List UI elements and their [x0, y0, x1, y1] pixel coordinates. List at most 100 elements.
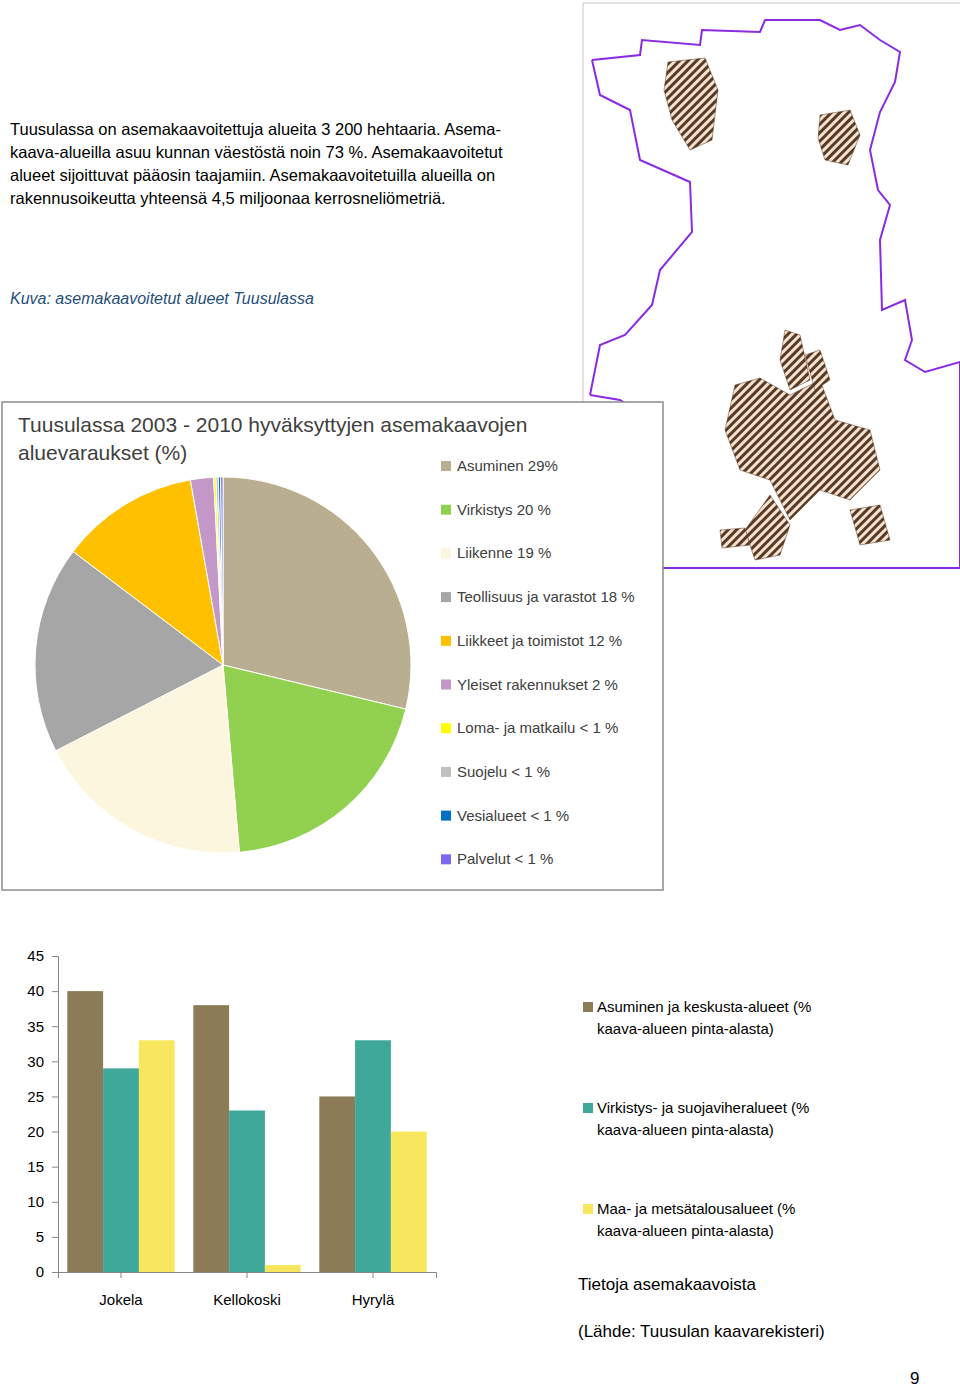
- tick-mark: [52, 991, 58, 992]
- legend-swatch: [441, 461, 451, 471]
- text-line: kaava-alueen pinta-alasta): [597, 1020, 774, 1037]
- slices: [35, 477, 411, 853]
- legend-label: Virkistys 20 %: [457, 501, 551, 518]
- tick-mark: [52, 1132, 58, 1133]
- legend: Asuminen 29% Virkistys 20 % Liikenne 19 % T…: [441, 457, 635, 867]
- legend-swatch: [583, 1103, 593, 1113]
- tick: 20: [27, 1123, 58, 1140]
- tick: 15: [27, 1158, 58, 1175]
- axis-line: [52, 957, 59, 1273]
- tick: 0: [36, 1263, 58, 1280]
- tick-label: 35: [27, 1018, 44, 1035]
- bar: [67, 991, 103, 1272]
- intro: Tuusulassa on asemakaavoitettuja alueita…: [10, 120, 503, 207]
- chart-title: Tietoja asemakaavoista: [578, 1275, 757, 1294]
- y-axis: 051015202530354045: [27, 947, 58, 1280]
- plan-area: [850, 505, 890, 545]
- pie-chart: Tuusulassa 2003 - 2010 hyväksyttyjen ase…: [2, 402, 663, 890]
- tick-label: 5: [36, 1228, 44, 1245]
- axis-line: [59, 1273, 437, 1279]
- legend-swatch: [441, 723, 451, 733]
- tick-label: 10: [27, 1193, 44, 1210]
- tick-label: 25: [27, 1088, 44, 1105]
- pie-slice: [214, 477, 223, 665]
- tick: 35: [27, 1018, 58, 1035]
- tick-label: 20: [27, 1123, 44, 1140]
- tick-mark: [52, 956, 58, 957]
- text-line: Maa- ja metsätalousalueet (%: [597, 1200, 795, 1217]
- text-line: Asuminen ja keskusta-alueet (%: [597, 998, 811, 1015]
- map-caption: Kuva: asemakaavoitetut alueet Tuusulassa: [10, 290, 314, 307]
- legend-swatch: [441, 680, 451, 690]
- legend-label: Yleiset rakennukset 2 %: [457, 676, 618, 693]
- bar: [355, 1040, 391, 1272]
- tick-mark: [52, 1096, 58, 1097]
- tick: Kellokoski: [213, 1272, 281, 1308]
- tick-label: 15: [27, 1158, 44, 1175]
- tick: 10: [27, 1193, 58, 1210]
- legend-swatch: [583, 1002, 593, 1012]
- bar: [103, 1068, 139, 1272]
- bars: [67, 991, 426, 1272]
- plan-area: [780, 330, 810, 390]
- bar: [265, 1265, 301, 1272]
- tick: 5: [36, 1228, 58, 1245]
- legend-label: Asuminen 29%: [457, 457, 558, 474]
- tick-label: Hyrylä: [352, 1291, 395, 1308]
- text-line: Virkistys- ja suojaviheralueet (%: [597, 1099, 809, 1116]
- tick-label: Jokela: [99, 1291, 143, 1308]
- tick: Jokela: [99, 1272, 143, 1308]
- intro-line: Tuusulassa on asemakaavoitettuja alueita…: [10, 120, 501, 138]
- tick-mark: [52, 1237, 58, 1238]
- chart-title: Tuusulassa 2003 - 2010 hyväksyttyjen ase…: [18, 413, 527, 464]
- bar: [391, 1132, 427, 1272]
- legend-swatch: [441, 854, 451, 864]
- tick-mark: [121, 1272, 122, 1278]
- legend-label: Loma- ja matkailu < 1 %: [457, 719, 618, 736]
- tick: 45: [27, 947, 58, 964]
- pie-slice: [221, 477, 223, 665]
- tick: 30: [27, 1053, 58, 1070]
- tick-mark: [247, 1272, 248, 1278]
- tick-mark: [52, 1202, 58, 1203]
- tick-label: 30: [27, 1053, 44, 1070]
- plan-area: [664, 58, 718, 150]
- tick-label: Kellokoski: [213, 1291, 281, 1308]
- tick: Hyrylä: [352, 1272, 395, 1308]
- legend-swatch: [441, 548, 451, 558]
- tick: 25: [27, 1088, 58, 1105]
- legend-swatch: [441, 767, 451, 777]
- intro-line: rakennusoikeutta yhteensä 4,5 miljoonaa …: [10, 189, 446, 207]
- bar: [193, 1005, 229, 1272]
- legend-label: Asuminen ja keskusta-alueet (% kaava-alue…: [597, 998, 811, 1037]
- text-line: Tuusulassa 2003 - 2010 hyväksyttyjen ase…: [18, 413, 527, 436]
- tick-mark: [373, 1272, 374, 1278]
- plan-area: [818, 110, 860, 165]
- text-line: kaava-alueen pinta-alasta): [597, 1121, 774, 1138]
- legend-label: Vesialueet < 1 %: [457, 807, 569, 824]
- pie-slice: [223, 665, 406, 852]
- legend-label: Maa- ja metsätalousalueet (% kaava-alueen…: [597, 1200, 795, 1239]
- tick-mark: [52, 1167, 58, 1168]
- plan-area: [720, 528, 750, 548]
- text-line: aluevaraukset (%): [18, 441, 187, 464]
- tick-mark: [52, 1061, 58, 1062]
- pie-slice: [216, 477, 223, 665]
- plan-area: [805, 350, 830, 390]
- page-number: 9: [910, 1369, 919, 1386]
- legend-swatch: [441, 505, 451, 515]
- intro-line: kaava-alueilla asuu kunnan väestöstä noi…: [10, 143, 503, 161]
- plan-area: [725, 378, 880, 520]
- legend-label: Liikenne 19 %: [457, 544, 551, 561]
- legend-label: Virkistys- ja suojaviheralueet (% kaava-a…: [597, 1099, 809, 1138]
- legend-label: Liikkeet ja toimistot 12 %: [457, 632, 622, 649]
- pie-slice: [218, 477, 223, 665]
- text-line: kaava-alueen pinta-alasta): [597, 1222, 774, 1239]
- legend-label: Teollisuus ja varastot 18 %: [457, 588, 635, 605]
- tick-mark: [52, 1026, 58, 1027]
- bar: [139, 1040, 175, 1272]
- legend-swatch: [583, 1204, 593, 1214]
- x-axis: Jokela Kellokoski Hyrylä: [59, 1272, 437, 1308]
- tick-mark: [52, 1272, 58, 1273]
- tick-label: 45: [27, 947, 44, 964]
